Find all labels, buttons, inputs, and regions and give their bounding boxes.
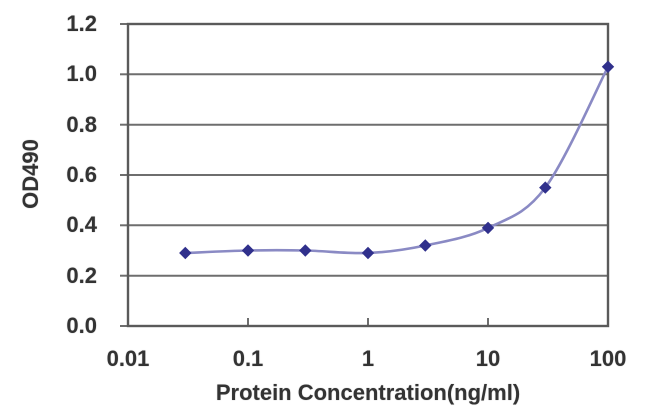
- y-tick-label: 0.6: [66, 162, 97, 187]
- x-axis-title: Protein Concentration(ng/ml): [215, 380, 521, 405]
- x-tick-label: 0.1: [232, 346, 264, 371]
- x-tick-label: 1: [361, 346, 375, 371]
- data-point-marker: [361, 246, 375, 260]
- data-point-marker: [481, 221, 495, 235]
- data-point-marker: [241, 244, 255, 257]
- data-point-marker: [299, 244, 312, 257]
- x-tick-label: 10: [475, 346, 501, 371]
- y-tick-label: 0.8: [66, 111, 97, 137]
- data-point-marker: [601, 60, 615, 74]
- y-tick-label: 0.4: [66, 212, 97, 238]
- data-point-marker: [179, 246, 192, 260]
- plot-frame: [126, 22, 610, 328]
- data-point-marker: [419, 239, 432, 252]
- y-tick-label: 0.0: [66, 313, 97, 338]
- y-tick-label: 1.0: [66, 61, 97, 87]
- x-tick-label: 100: [589, 346, 627, 371]
- y-tick-label: 1.2: [66, 11, 97, 36]
- x-tick-label: 0.01: [106, 346, 150, 371]
- data-point-marker: [539, 181, 552, 194]
- y-tick-label: 0.2: [66, 262, 97, 288]
